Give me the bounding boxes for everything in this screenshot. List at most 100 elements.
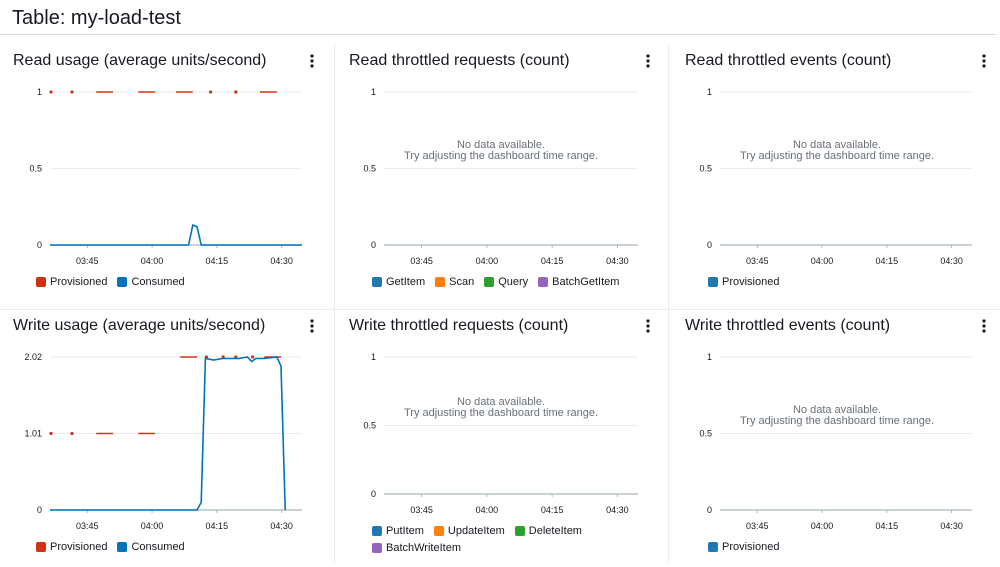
y-tick-label: 0.5 (29, 164, 42, 174)
legend-swatch (372, 277, 382, 287)
provisioned-point (209, 90, 213, 94)
legend-item-getitem[interactable]: GetItem (372, 276, 425, 288)
legend-swatch (36, 277, 46, 287)
x-tick-label: 03:45 (410, 256, 433, 266)
y-tick-label: 0.5 (699, 429, 712, 439)
legend-item-batchgetitem[interactable]: BatchGetItem (538, 276, 619, 288)
legend-item-provisioned[interactable]: Provisioned (36, 276, 107, 288)
y-tick-label: 0 (371, 240, 376, 250)
x-tick-label: 04:00 (476, 256, 499, 266)
provisioned-point (70, 431, 74, 436)
more-vertical-icon[interactable] (306, 52, 318, 70)
legend-label: BatchGetItem (552, 276, 620, 288)
legend-label: Consumed (131, 276, 185, 288)
x-tick-label: 03:45 (746, 521, 769, 531)
widget-title: Read throttled events (count) (685, 52, 892, 69)
legend-item-consumed[interactable]: Consumed (117, 541, 185, 553)
x-tick-label: 03:45 (746, 256, 769, 266)
legend-item-query[interactable]: Query (484, 276, 528, 288)
x-tick-label: 04:30 (606, 505, 629, 515)
no-data-line: No data available. (792, 139, 882, 151)
x-tick-label: 03:45 (76, 521, 99, 531)
y-tick-label: 0 (707, 240, 712, 250)
panel-divider (334, 44, 335, 562)
legend: Provisioned (708, 276, 1000, 288)
legend-item-batchwriteitem[interactable]: BatchWriteItem (372, 542, 461, 554)
legend-swatch (514, 526, 525, 536)
legend-item-putitem[interactable]: PutItem (372, 525, 424, 537)
legend-swatch (708, 542, 718, 552)
y-tick-label: 1 (371, 87, 376, 97)
y-tick-label: 0.5 (363, 164, 376, 174)
no-data-hint: Try adjusting the dashboard time range. (403, 407, 599, 419)
legend-item-deleteitem[interactable]: DeleteItem (514, 525, 582, 537)
y-tick-label: 1.01 (24, 429, 42, 439)
y-tick-label: 0.5 (363, 421, 376, 431)
more-vertical-icon[interactable] (306, 317, 318, 335)
legend-swatch (708, 277, 718, 287)
no-data-message: No data available. Try adjusting the das… (386, 140, 616, 162)
widget-read-usage: Read usage (average units/second) (0, 44, 326, 302)
provisioned-point (49, 431, 53, 436)
x-tick-label: 04:15 (876, 256, 899, 266)
legend-label: BatchWriteItem (386, 542, 461, 554)
x-tick-label: 03:45 (76, 256, 99, 266)
provisioned-point (49, 90, 53, 94)
legend-item-provisioned[interactable]: Provisioned (708, 276, 779, 288)
legend-swatch (435, 277, 446, 287)
no-data-line: No data available. (456, 396, 546, 408)
legend-label: Consumed (131, 541, 185, 553)
no-data-message: No data available. Try adjusting the das… (722, 405, 952, 427)
y-tick-label: 0 (371, 489, 376, 499)
title-divider (0, 34, 996, 35)
x-tick-label: 04:15 (206, 256, 229, 266)
legend-swatch (372, 526, 382, 536)
legend-label: Provisioned (722, 541, 780, 553)
no-data-line: No data available. (456, 139, 546, 151)
no-data-message: No data available. Try adjusting the das… (386, 397, 616, 419)
more-vertical-icon[interactable] (978, 52, 990, 70)
legend-item-scan[interactable]: Scan (435, 276, 474, 288)
widget-title: Write throttled requests (count) (349, 317, 569, 334)
legend: GetItem Scan Query BatchGetItem (372, 276, 672, 288)
no-data-hint: Try adjusting the dashboard time range. (739, 150, 935, 162)
y-tick-label: 0 (37, 240, 42, 250)
x-tick-label: 03:45 (410, 505, 433, 515)
x-tick-label: 04:30 (270, 256, 293, 266)
legend: Provisioned Consumed (36, 541, 336, 553)
legend-swatch (433, 526, 444, 536)
widget-title: Write throttled events (count) (685, 317, 891, 334)
legend-item-provisioned[interactable]: Provisioned (36, 541, 107, 553)
legend-item-provisioned[interactable]: Provisioned (708, 541, 779, 553)
more-vertical-icon[interactable] (642, 52, 654, 70)
x-tick-label: 04:00 (811, 521, 834, 531)
legend-label: Provisioned (722, 276, 780, 288)
legend-label: Scan (449, 276, 475, 288)
y-tick-label: 0.5 (699, 164, 712, 174)
x-tick-label: 04:00 (476, 505, 499, 515)
legend-label: PutItem (386, 525, 424, 537)
legend-label: DeleteItem (528, 525, 582, 537)
legend-label: Query (498, 276, 529, 288)
legend-item-updateitem[interactable]: UpdateItem (433, 525, 505, 537)
legend-swatch (117, 542, 128, 552)
y-tick-label: 1 (707, 352, 712, 362)
x-tick-label: 04:30 (270, 521, 293, 531)
more-vertical-icon[interactable] (642, 317, 654, 335)
x-tick-label: 04:00 (141, 521, 164, 531)
provisioned-point (70, 90, 74, 94)
x-tick-label: 04:30 (940, 521, 963, 531)
no-data-message: No data available. Try adjusting the das… (722, 140, 952, 162)
x-tick-label: 04:15 (206, 521, 229, 531)
y-tick-label: 0 (37, 505, 42, 515)
x-tick-label: 04:15 (541, 505, 564, 515)
x-tick-label: 04:30 (606, 256, 629, 266)
legend-swatch (117, 277, 128, 287)
x-tick-label: 04:15 (541, 256, 564, 266)
legend-item-consumed[interactable]: Consumed (117, 276, 185, 288)
legend: Provisioned Consumed (36, 276, 336, 288)
more-vertical-icon[interactable] (978, 317, 990, 335)
x-tick-label: 04:30 (940, 256, 963, 266)
legend-label: GetItem (386, 276, 426, 288)
